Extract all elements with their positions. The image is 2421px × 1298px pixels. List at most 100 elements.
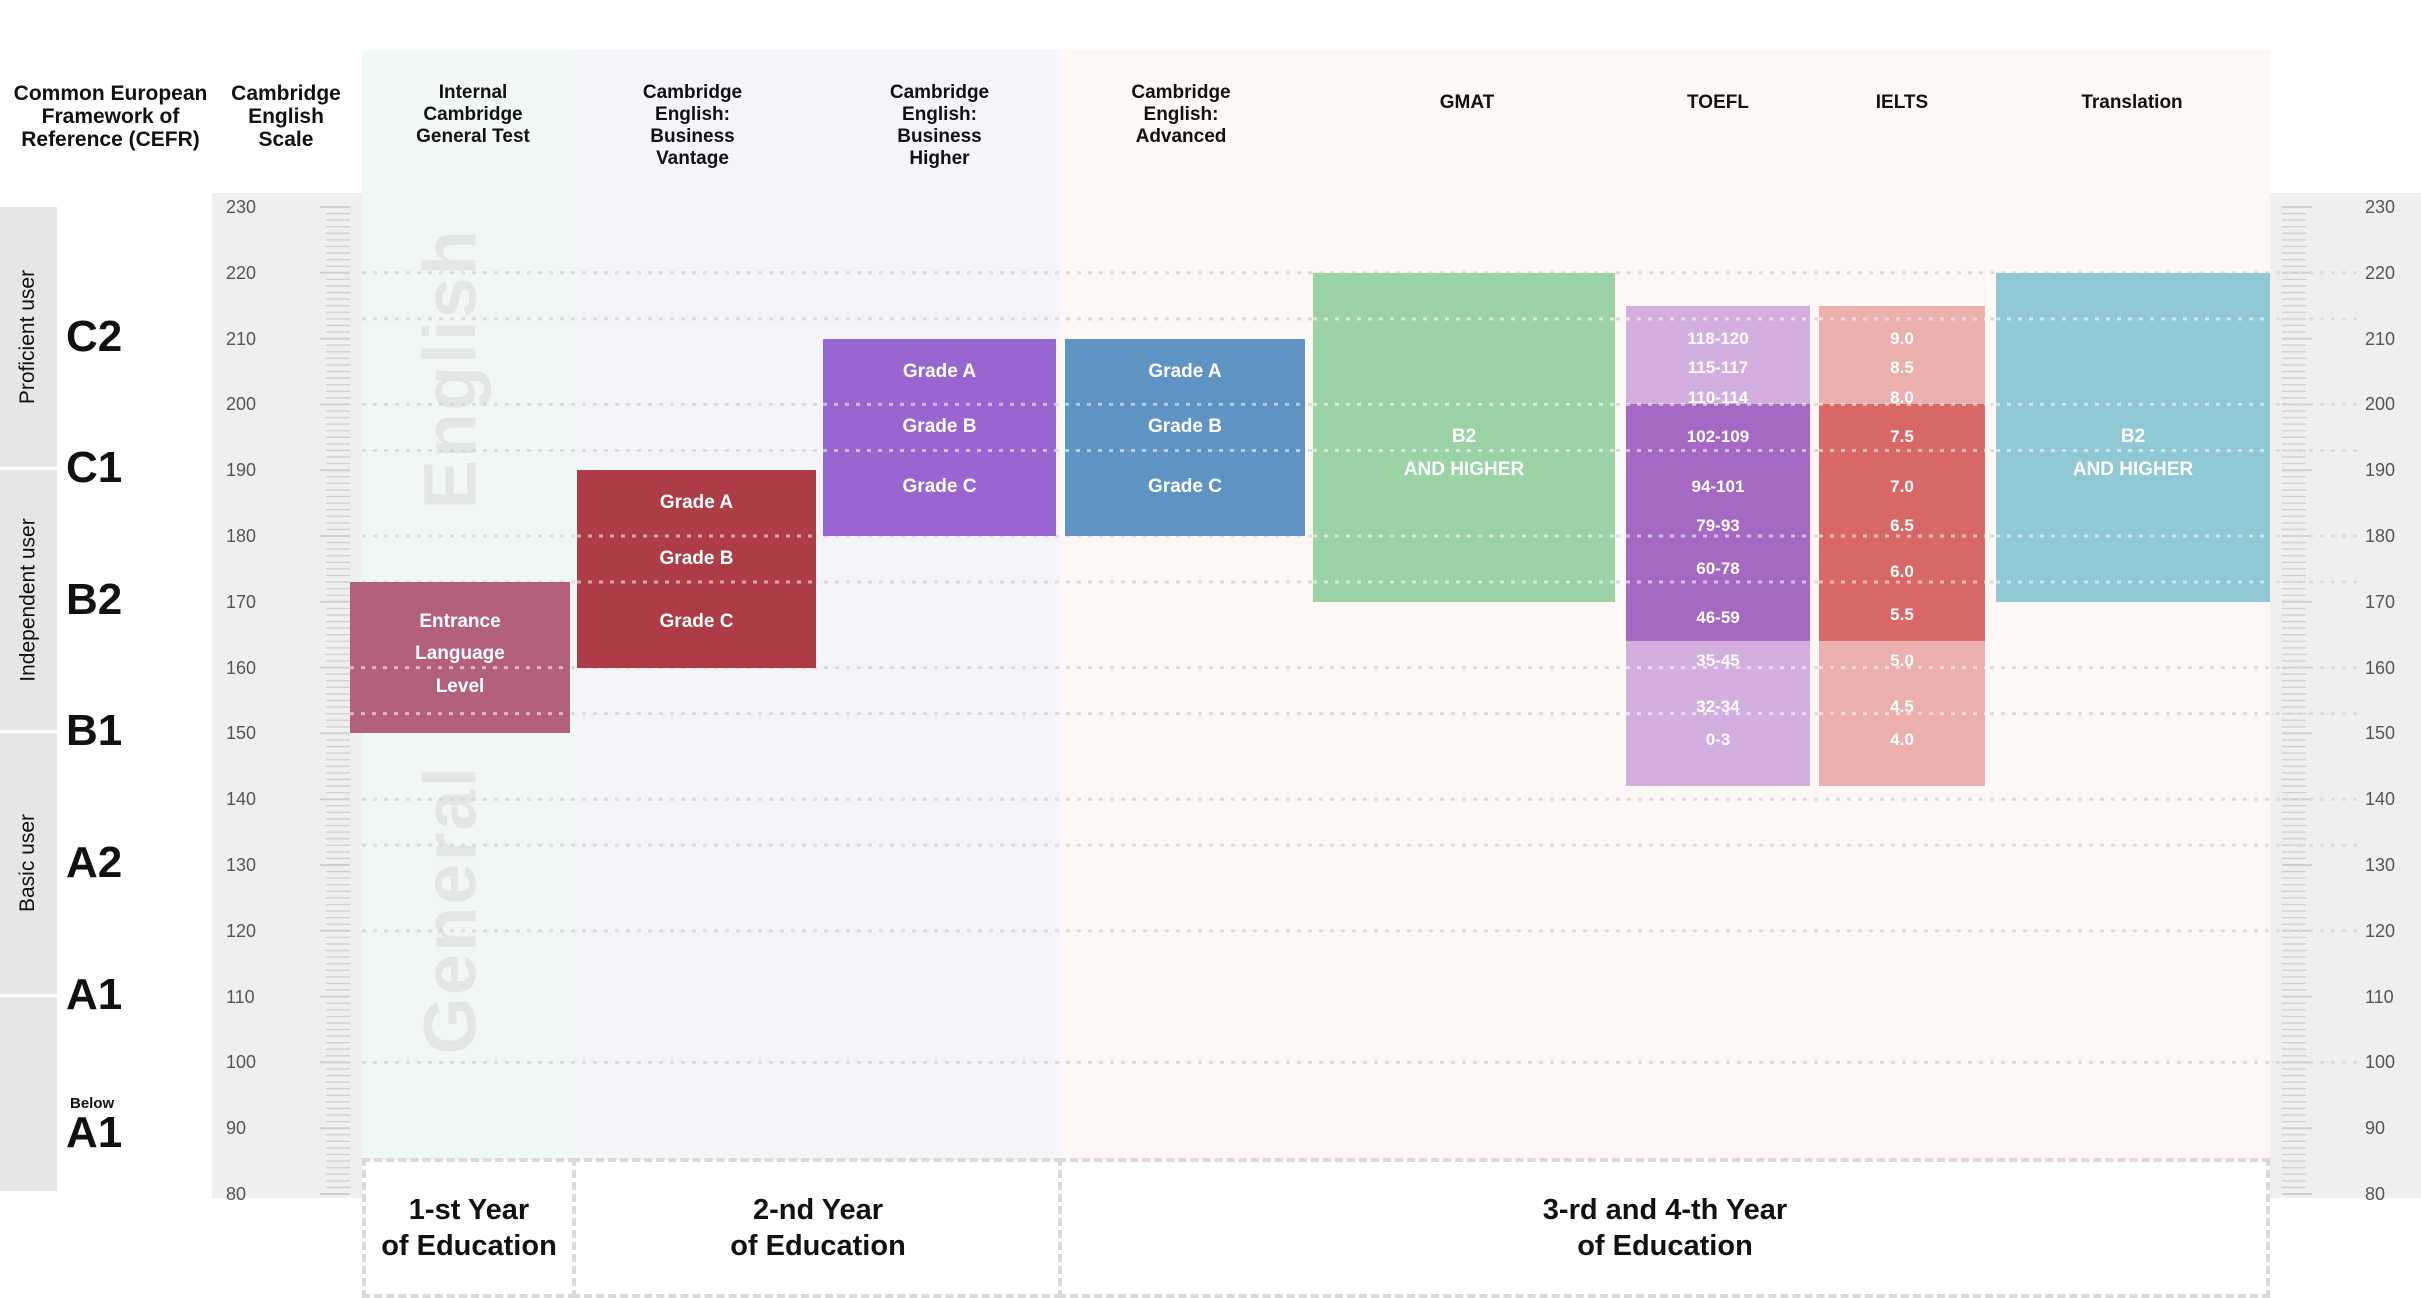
right-tick-label: 230 <box>2365 197 2396 217</box>
translation-label: AND HIGHER <box>2072 459 2194 481</box>
ielts-label: 5.5 <box>1890 604 1914 624</box>
internal-label: Level <box>435 676 485 698</box>
toefl-label: 79-93 <box>1696 516 1740 536</box>
left-tick-label: 150 <box>226 723 257 744</box>
gmat-label: B2 <box>1451 426 1477 448</box>
left-tick-label: 140 <box>226 789 257 810</box>
advanced-label: Grade B <box>1148 416 1222 438</box>
ielts-label: 9.0 <box>1890 328 1914 348</box>
header-higher: Cambridge English: Business Higher <box>889 82 990 169</box>
period-year2: 2-nd Year of Education <box>576 1192 1060 1264</box>
ielts-block <box>1819 305 1985 405</box>
right-tick-label: 180 <box>2365 526 2396 546</box>
advanced-block <box>1065 338 1305 536</box>
ielts-label: 8.5 <box>1890 358 1914 378</box>
left-tick-label: 230 <box>226 197 257 217</box>
left-tick-label: 210 <box>226 328 257 349</box>
period-year2-line1: 2-nd Year <box>752 1194 884 1226</box>
ielts-label: 6.5 <box>1890 516 1914 536</box>
period-year1-line1: 1-st Year <box>408 1194 530 1226</box>
header-gmat: GMAT <box>1439 92 1495 113</box>
period-year1: 1-st Year of Education <box>362 1192 576 1264</box>
period-year34: 3-rd and 4-th Year of Education <box>1060 1192 2270 1264</box>
level-b1: B1 <box>66 706 123 756</box>
toefl-label: 110-114 <box>1687 387 1749 407</box>
group-label-proficient: Proficient user <box>16 269 40 405</box>
right-tick-label: 80 <box>2365 1184 2386 1204</box>
ielts-label: 6.0 <box>1890 562 1914 582</box>
period-year34-line2: of Education <box>1577 1230 1753 1262</box>
level-below-a1: A1 <box>66 1107 123 1157</box>
left-tick-label: 130 <box>226 855 257 875</box>
left-tick-label: 170 <box>226 591 257 612</box>
watermark-english: English <box>408 228 492 510</box>
internal-label: Entrance <box>419 610 501 632</box>
right-tick-label: 190 <box>2365 460 2396 481</box>
toefl-block <box>1626 404 1810 642</box>
level-b2: B2 <box>66 574 123 624</box>
header-ielts: IELTS <box>1875 92 1929 113</box>
ielts-label: 8.0 <box>1890 387 1914 407</box>
toefl-label: 102-109 <box>1686 427 1750 447</box>
period-year1-line2: of Education <box>381 1230 557 1262</box>
gmat-label: AND HIGHER <box>1403 459 1525 481</box>
right-tick-label: 120 <box>2365 920 2396 941</box>
group-label-basic: Basic user <box>16 814 40 913</box>
higher-label: Grade C <box>902 475 977 497</box>
toefl-label: 118-120 <box>1687 328 1749 348</box>
ielts-block <box>1819 404 1985 642</box>
left-tick-label: 80 <box>226 1184 247 1204</box>
left-tick-label: 180 <box>226 526 257 546</box>
header-toefl: TOEFL <box>1687 92 1749 113</box>
left-tick-label: 200 <box>226 394 257 415</box>
right-tick-label: 90 <box>2365 1118 2386 1139</box>
right-tick-label: 130 <box>2365 855 2396 875</box>
header-scale: Cambridge English Scale <box>231 82 341 151</box>
advanced-label: Grade C <box>1148 475 1222 497</box>
toefl-label: 46-59 <box>1696 608 1740 628</box>
level-c2: C2 <box>66 311 123 361</box>
left-tick-label: 110 <box>226 986 255 1007</box>
right-tick-label: 220 <box>2365 262 2396 283</box>
right-ruler-panel <box>2270 193 2421 1198</box>
ielts-label: 7.5 <box>1890 427 1914 447</box>
period-year34-line1: 3-rd and 4-th Year <box>1542 1194 1788 1226</box>
higher-label: Grade A <box>902 360 977 382</box>
left-tick-label: 100 <box>226 1052 257 1073</box>
right-tick-label: 140 <box>2365 789 2396 810</box>
left-tick-label: 190 <box>226 460 257 481</box>
toefl-label: 115-117 <box>1687 358 1749 378</box>
level-below-prefix: Below <box>70 1094 115 1112</box>
translation-label: B2 <box>2120 426 2146 448</box>
watermark-general: General <box>408 764 492 1055</box>
group-below <box>0 996 57 1191</box>
toefl-block <box>1626 305 1810 405</box>
left-tick-label: 160 <box>226 657 257 678</box>
left-tick-label: 90 <box>226 1118 247 1139</box>
translation-block <box>1996 272 2270 602</box>
level-a1: A1 <box>66 969 123 1019</box>
ielts-label: 5.0 <box>1890 651 1914 671</box>
header-advanced: Cambridge English: Advanced <box>1131 82 1231 147</box>
gmat-block <box>1313 272 1615 602</box>
header-translation: Translation <box>2081 92 2183 113</box>
internal-block <box>350 582 570 734</box>
ielts-label: 4.0 <box>1890 729 1914 749</box>
ielts-label: 7.0 <box>1890 476 1914 496</box>
group-proficient <box>0 207 57 468</box>
higher-label: Grade B <box>902 416 977 438</box>
right-tick-label: 200 <box>2365 394 2396 415</box>
vantage-label: Grade B <box>659 548 734 570</box>
higher-block <box>823 338 1056 536</box>
ielts-label: 4.5 <box>1890 697 1914 717</box>
header-cefr: Common European Framework of Reference (… <box>13 82 208 151</box>
toefl-label: 35-45 <box>1696 651 1740 671</box>
level-c1: C1 <box>66 443 123 493</box>
vantage-label: Grade A <box>659 492 734 514</box>
header-vantage: Cambridge English: Business Vantage <box>642 82 743 169</box>
toefl-label: 0-3 <box>1705 729 1731 749</box>
right-tick-label: 100 <box>2365 1052 2396 1073</box>
header-internal: Internal Cambridge General Test <box>416 82 530 147</box>
group-basic <box>0 733 57 994</box>
